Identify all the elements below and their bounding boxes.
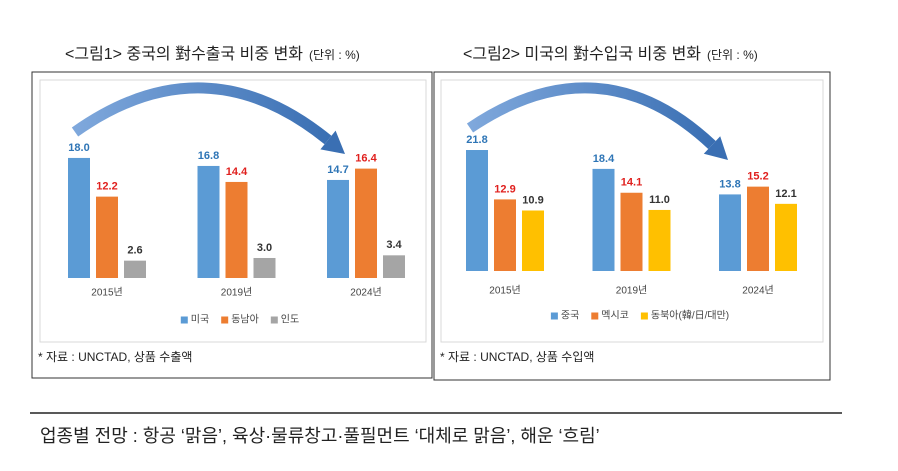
value-label: 3.0	[257, 242, 272, 254]
source-note: * 자료 : UNCTAD, 상품 수출액	[38, 350, 192, 364]
legend-swatch	[221, 316, 229, 324]
arrow-head	[703, 136, 728, 160]
chart-title: <그림2> 미국의 對수입국 비중 변화	[463, 45, 701, 63]
legend-swatch	[180, 316, 188, 324]
arrow-head	[320, 130, 345, 154]
value-label: 10.9	[522, 194, 543, 206]
x-tick-label: 2019년	[221, 287, 252, 299]
legend-label: 중국	[561, 310, 579, 322]
headline: 업종별 전망 : 항공 ‘맑음’, 육상·물류창고·풀필먼트 ‘대체로 맑음’,…	[40, 426, 600, 446]
bar	[747, 186, 769, 271]
value-label: 16.8	[198, 150, 219, 162]
value-label: 18.4	[593, 153, 615, 165]
value-label: 3.4	[386, 239, 402, 251]
value-label: 12.2	[96, 181, 117, 193]
legend-label: 동남아	[231, 314, 259, 326]
bar	[124, 260, 146, 278]
bar	[253, 257, 276, 278]
value-label: 2.6	[127, 245, 142, 257]
x-tick-label: 2019년	[616, 285, 647, 297]
value-label: 12.1	[775, 188, 796, 200]
panel-frame	[433, 71, 831, 381]
value-label: 13.8	[719, 178, 740, 190]
bar	[775, 203, 797, 271]
value-label: 14.7	[327, 164, 348, 176]
bar	[466, 150, 488, 271]
value-label: 14.4	[226, 166, 248, 178]
legend-swatch	[640, 312, 648, 320]
bar	[648, 209, 671, 271]
value-label: 21.8	[466, 134, 487, 146]
legend-swatch	[270, 316, 278, 324]
bar	[620, 192, 643, 271]
bar	[96, 196, 118, 278]
legend-label: 인도	[281, 314, 299, 326]
legend-swatch	[550, 312, 558, 320]
bar	[522, 210, 544, 271]
value-label: 11.0	[649, 194, 670, 206]
bar	[225, 181, 248, 278]
value-label: 14.1	[621, 177, 642, 189]
source-note: * 자료 : UNCTAD, 상품 수입액	[440, 350, 594, 364]
x-tick-label: 2015년	[489, 285, 520, 297]
unit-note: (단위 : %)	[707, 48, 758, 62]
plot-frame	[39, 79, 427, 343]
trend-arrow	[71, 82, 332, 145]
bar	[355, 168, 377, 278]
legend-label: 동북아(韓/日/대만)	[651, 310, 729, 322]
unit-note: (단위 : %)	[309, 48, 360, 62]
legend-label: 멕시코	[601, 310, 629, 322]
bar	[197, 165, 220, 278]
panel-frame	[31, 71, 433, 379]
value-label: 12.9	[494, 183, 515, 195]
bar	[327, 179, 349, 278]
x-tick-label: 2024년	[350, 287, 381, 299]
bar	[719, 194, 741, 271]
trend-arrow	[466, 82, 716, 150]
value-label: 18.0	[68, 142, 89, 154]
x-tick-label: 2015년	[91, 287, 122, 299]
plot-frame	[440, 79, 824, 343]
bar	[592, 168, 615, 271]
legend-swatch	[591, 312, 599, 320]
bar	[494, 199, 516, 271]
value-label: 15.2	[747, 171, 768, 183]
bar	[68, 157, 90, 278]
legend-label: 미국	[191, 314, 209, 326]
x-tick-label: 2024년	[742, 285, 773, 297]
value-label: 16.4	[355, 153, 377, 165]
bar	[383, 255, 405, 278]
chart-title: <그림1> 중국의 對수출국 비중 변화	[65, 45, 303, 63]
